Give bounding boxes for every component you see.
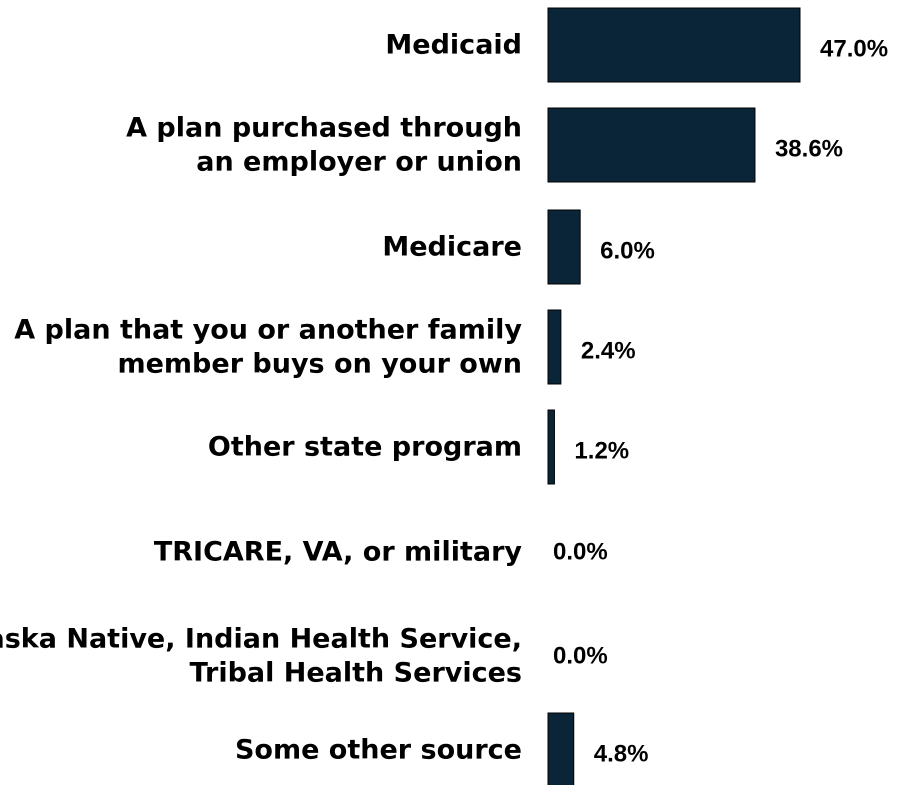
category-label-6-line-1: Tribal Health Services xyxy=(190,658,522,689)
category-label-7-line-0: Some other source xyxy=(235,735,522,766)
value-label-5: 0.0% xyxy=(553,539,608,566)
value-label-7: 4.8% xyxy=(594,741,649,768)
value-label-3: 2.4% xyxy=(581,338,636,365)
category-label-5-line-0: TRICARE, VA, or military xyxy=(154,537,523,568)
value-label-6: 0.0% xyxy=(553,643,608,670)
bar-7 xyxy=(547,712,575,785)
bar-1 xyxy=(547,107,756,183)
bar-0 xyxy=(547,7,801,83)
value-label-1: 38.6% xyxy=(775,136,843,163)
bar-4 xyxy=(547,409,555,485)
category-label-1-line-0: A plan purchased through xyxy=(126,113,522,144)
category-label-4-line-0: Other state program xyxy=(208,432,522,463)
category-label-2-line-0: Medicare xyxy=(382,232,522,263)
bar-2 xyxy=(547,209,581,285)
category-label-3-line-1: member buys on your own xyxy=(117,349,522,380)
value-label-0: 47.0% xyxy=(820,36,888,63)
category-label-1-line-1: an employer or union xyxy=(196,147,522,178)
category-label-3-line-0: A plan that you or another family xyxy=(14,315,522,346)
value-label-4: 1.2% xyxy=(574,438,629,465)
bar-3 xyxy=(547,309,562,385)
category-label-0-line-0: Medicaid xyxy=(385,30,522,61)
category-label-6-line-0: Alaska Native, Indian Health Service, xyxy=(0,624,522,655)
value-label-2: 6.0% xyxy=(600,238,655,265)
